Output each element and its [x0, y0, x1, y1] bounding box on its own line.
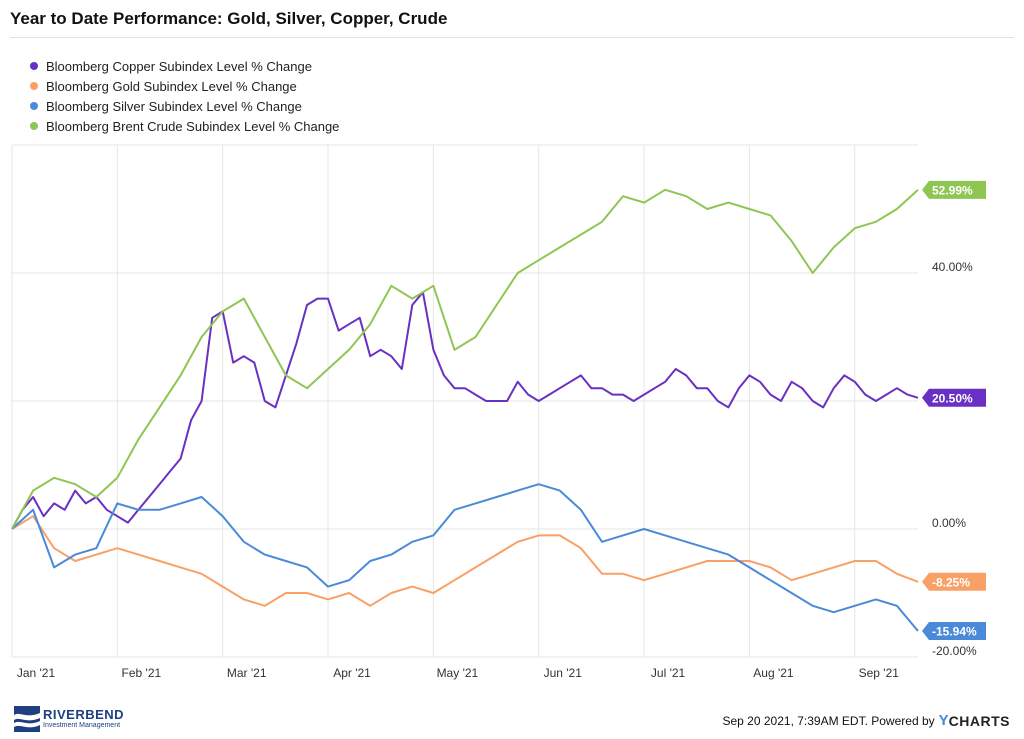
- series-lines: [11, 188, 919, 632]
- legend-marker-silver: [30, 102, 38, 110]
- end-value-label-brent: 52.99%: [932, 183, 973, 197]
- grid-lines: [11, 144, 918, 658]
- series-line-brent[interactable]: [11, 188, 919, 530]
- legend-item-silver[interactable]: Bloomberg Silver Subindex Level % Change: [30, 96, 339, 116]
- source-attribution: Sep 20 2021, 7:39AM EDT. Powered by Y CH…: [723, 712, 1011, 729]
- legend-marker-gold: [30, 82, 38, 90]
- x-axis-ticks: Jan '21 Feb '21 Mar '21 Apr '21 May '21 Jun '…: [17, 666, 899, 680]
- ycharts-logo-text[interactable]: CHARTS: [948, 712, 1010, 729]
- chart-title: Year to Date Performance: Gold, Silver, …: [10, 9, 448, 28]
- chart-legend: Bloomberg Copper Subindex Level % Change…: [30, 56, 339, 136]
- legend-item-gold[interactable]: Bloomberg Gold Subindex Level % Change: [30, 76, 339, 96]
- logo-name: RIVERBEND: [43, 707, 125, 722]
- legend-item-crude[interactable]: Bloomberg Brent Crude Subindex Level % C…: [30, 116, 339, 136]
- x-tick-label: Feb '21: [122, 666, 162, 680]
- end-value-label-copper: 20.50%: [932, 391, 973, 405]
- riverbend-logo: RIVERBEND Investment Management: [14, 706, 144, 732]
- title-divider: [10, 37, 1014, 38]
- timestamp-text: Sep 20 2021, 7:39AM EDT. Powered by: [722, 713, 935, 728]
- x-tick-label: Mar '21: [227, 666, 267, 680]
- legend-label-crude: Bloomberg Brent Crude Subindex Level % C…: [46, 118, 340, 134]
- legend-marker-copper: [30, 62, 38, 70]
- legend-marker-crude: [30, 122, 38, 130]
- series-line-silver[interactable]: [11, 483, 919, 632]
- legend-item-copper[interactable]: Bloomberg Copper Subindex Level % Change: [30, 56, 339, 76]
- legend-label-silver: Bloomberg Silver Subindex Level % Change: [46, 98, 302, 114]
- legend-label-gold: Bloomberg Gold Subindex Level % Change: [46, 78, 297, 94]
- series-line-gold[interactable]: [11, 515, 919, 607]
- legend-label-copper: Bloomberg Copper Subindex Level % Change: [46, 58, 312, 74]
- y-axis-ticks: 40.00% 0.00% -20.00%: [932, 260, 977, 658]
- series-line-copper[interactable]: [11, 291, 919, 530]
- x-tick-label: Jan '21: [17, 666, 56, 680]
- series-end-labels: 52.99% 20.50% -8.25% -15.94%: [922, 180, 986, 641]
- x-tick-label: Jun '21: [544, 666, 583, 680]
- riverbend-logo-icon: [14, 706, 40, 732]
- y-tick-label: 40.00%: [932, 260, 973, 274]
- end-value-tag-silver: [922, 622, 986, 641]
- end-value-label-gold: -8.25%: [932, 575, 970, 589]
- x-tick-label: Jul '21: [651, 666, 686, 680]
- x-tick-label: May '21: [437, 666, 479, 680]
- end-value-label-silver: -15.94%: [932, 625, 977, 639]
- y-tick-label: 0.00%: [932, 516, 966, 530]
- end-value-tag-gold: [922, 572, 986, 591]
- x-tick-label: Apr '21: [333, 666, 371, 680]
- y-tick-label: -20.00%: [932, 644, 977, 658]
- end-value-tag-copper: [922, 388, 986, 407]
- logo-subtitle: Investment Management: [43, 722, 121, 729]
- ycharts-logo-mark[interactable]: Y: [938, 712, 949, 729]
- line-chart: Jan '21 Feb '21 Mar '21 Apr '21 May '21 Jun '…: [11, 144, 986, 680]
- x-tick-label: Sep '21: [859, 666, 900, 680]
- x-tick-label: Aug '21: [753, 666, 794, 680]
- end-value-tag-brent: [922, 180, 986, 199]
